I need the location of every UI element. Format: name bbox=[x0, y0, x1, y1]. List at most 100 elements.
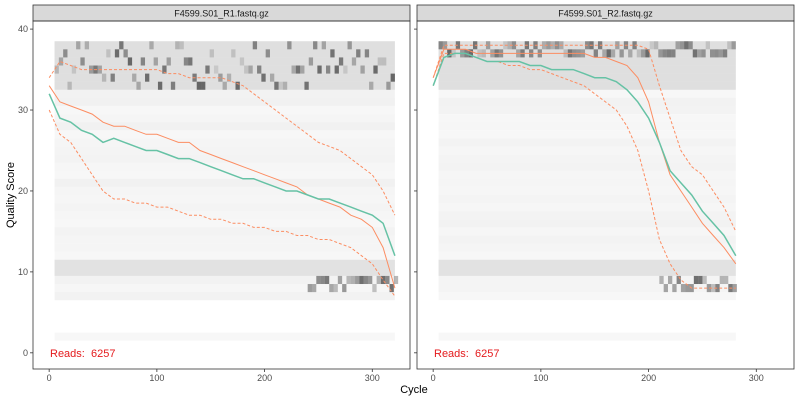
heatmap-cell bbox=[385, 275, 390, 285]
heatmap-cell bbox=[723, 275, 729, 285]
heatmap-cell bbox=[727, 41, 732, 50]
heatmap-cell bbox=[381, 57, 387, 66]
x-axis-title: Cycle bbox=[400, 384, 428, 396]
heatmap-band bbox=[439, 171, 736, 179]
panel-r1: F4599.S01_R1.fastq.gz Reads: 6257 bbox=[32, 4, 411, 370]
heatmap-cell bbox=[244, 65, 249, 74]
heatmap-cell bbox=[610, 49, 616, 58]
x-tick-label: 200 bbox=[257, 373, 272, 383]
heatmap-cell bbox=[468, 49, 474, 58]
heatmap-cell bbox=[389, 284, 394, 293]
panel-r1-lines bbox=[48, 60, 396, 297]
heatmap-band bbox=[54, 275, 395, 285]
heatmap-cell bbox=[373, 65, 378, 74]
heatmap-cell bbox=[667, 275, 673, 285]
heatmap-cell bbox=[697, 49, 702, 58]
heatmap-band bbox=[55, 130, 395, 138]
heatmap-cell bbox=[71, 65, 77, 74]
heatmap-band bbox=[55, 106, 395, 114]
heatmap-cell bbox=[369, 81, 374, 90]
heatmap-cell bbox=[645, 49, 650, 58]
heatmap-cell bbox=[106, 49, 111, 58]
heatmap-cell bbox=[711, 284, 716, 293]
heatmap-band bbox=[438, 57, 736, 66]
heatmap-cell bbox=[84, 41, 90, 50]
heatmap-cell bbox=[346, 275, 351, 285]
heatmap-band bbox=[439, 333, 736, 341]
panel-r1-reads-value: 6257 bbox=[91, 348, 115, 360]
heatmap-cell bbox=[619, 49, 624, 58]
heatmap-cell bbox=[140, 57, 146, 66]
heatmap-cell bbox=[715, 284, 720, 293]
heatmap-cell bbox=[675, 41, 680, 50]
heatmap-cell bbox=[127, 57, 133, 66]
heatmap-band bbox=[438, 284, 736, 293]
heatmap-cell bbox=[455, 41, 461, 50]
heatmap-band bbox=[438, 259, 736, 268]
heatmap-cell bbox=[101, 73, 107, 82]
heatmap-cell bbox=[175, 41, 180, 50]
heatmap-cell bbox=[351, 57, 357, 66]
heatmap-band bbox=[439, 146, 736, 154]
heatmap-cell bbox=[659, 275, 664, 285]
heatmap-cell bbox=[170, 81, 176, 90]
heatmap-cell bbox=[709, 49, 715, 58]
heatmap-cell bbox=[136, 81, 141, 90]
heatmap-band bbox=[439, 90, 736, 98]
heatmap-cell bbox=[337, 275, 343, 285]
heatmap-band bbox=[438, 49, 736, 58]
y-tick-label: 10 bbox=[18, 267, 28, 277]
heatmap-band bbox=[438, 81, 736, 90]
heatmap-cell bbox=[300, 65, 305, 74]
heatmap-band bbox=[438, 219, 736, 228]
heatmap-cell bbox=[714, 49, 719, 58]
heatmap-cell bbox=[719, 275, 724, 285]
heatmap-cell bbox=[676, 275, 681, 285]
heatmap-cell bbox=[291, 65, 296, 74]
heatmap-cell bbox=[355, 275, 360, 285]
heatmap-cell bbox=[342, 284, 347, 293]
heatmap-band bbox=[438, 97, 736, 106]
heatmap-cell bbox=[287, 41, 292, 50]
heatmap-band bbox=[54, 81, 395, 90]
panel-r2-reads: Reads: 6257 bbox=[434, 348, 499, 360]
heatmap-cell bbox=[672, 284, 677, 293]
heatmap-band bbox=[54, 114, 395, 123]
heatmap-cell bbox=[364, 49, 370, 58]
x-tick-label: 0 bbox=[431, 373, 436, 383]
heatmap-cell bbox=[201, 81, 206, 90]
q25-line bbox=[48, 109, 396, 297]
panel-r2: F4599.S01_R2.fastq.gz Reads: 6257 bbox=[416, 4, 795, 370]
heatmap-cell bbox=[320, 275, 325, 285]
heatmap-band bbox=[54, 89, 395, 98]
heatmap-band bbox=[438, 195, 736, 204]
heatmap-band bbox=[54, 203, 395, 212]
heatmap-band bbox=[55, 235, 395, 243]
heatmap-band bbox=[55, 333, 395, 341]
heatmap-cell bbox=[114, 49, 120, 58]
heatmap-cell bbox=[367, 275, 373, 285]
heatmap-cell bbox=[649, 41, 654, 50]
x-tick-label: 300 bbox=[365, 373, 380, 383]
heatmap-cell bbox=[196, 81, 202, 90]
heatmap-cell bbox=[507, 41, 512, 50]
heatmap-cell bbox=[632, 41, 637, 50]
heatmap-cell bbox=[641, 49, 646, 58]
heatmap-cell bbox=[162, 65, 167, 74]
heatmap-band bbox=[439, 244, 736, 252]
heatmap-cell bbox=[688, 41, 693, 50]
heatmap-cell bbox=[226, 73, 232, 82]
heatmap-cell bbox=[541, 41, 547, 50]
q75-line bbox=[48, 60, 396, 216]
heatmap-band bbox=[54, 227, 395, 236]
heatmap-cell bbox=[188, 57, 193, 66]
heatmap-band bbox=[438, 211, 736, 220]
q75-line bbox=[432, 44, 737, 232]
heatmap-cell bbox=[295, 65, 301, 74]
heatmap-cell bbox=[334, 65, 339, 74]
heatmap-cell bbox=[343, 65, 348, 74]
heatmap-band bbox=[54, 49, 395, 58]
heatmap-cell bbox=[149, 41, 154, 50]
heatmap-cell bbox=[274, 81, 279, 90]
heatmap-band bbox=[54, 186, 395, 195]
